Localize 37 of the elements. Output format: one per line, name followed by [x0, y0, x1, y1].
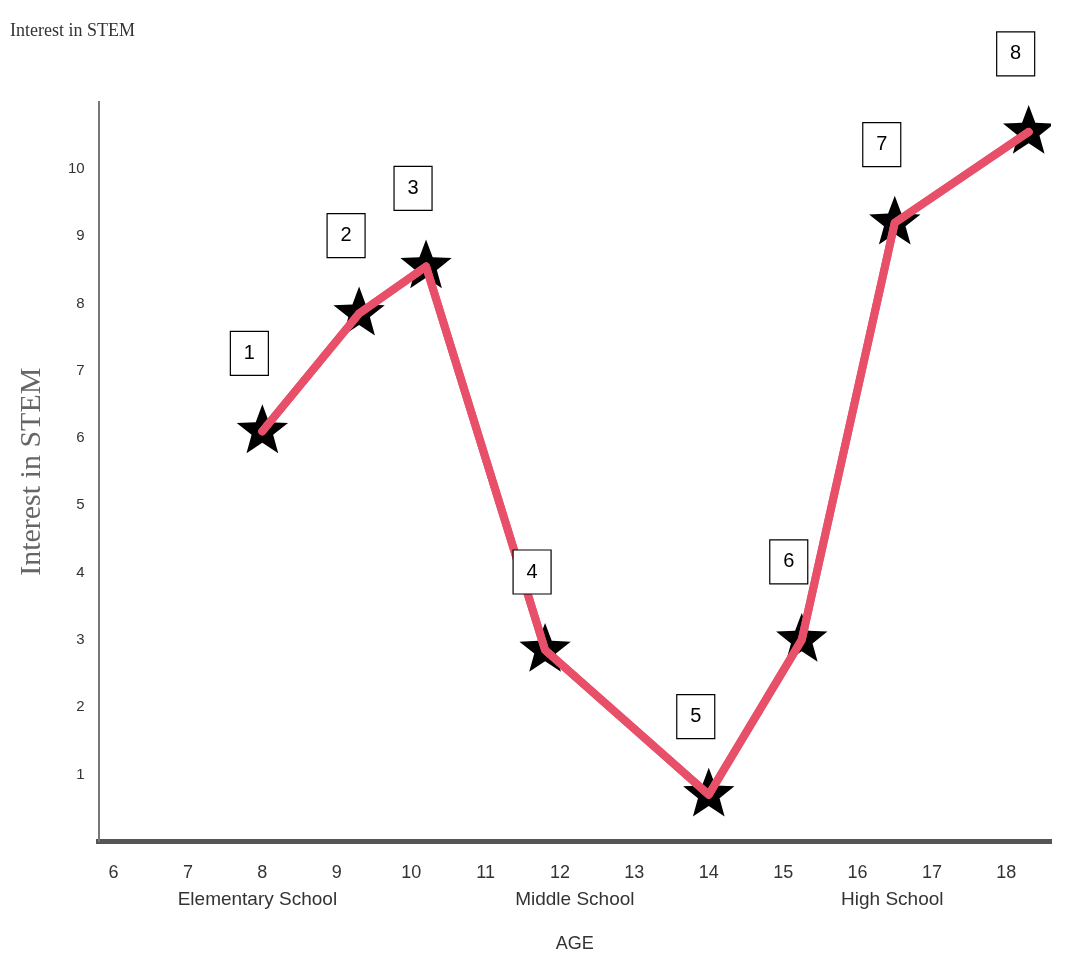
y-axis-title: Interest in STEM	[12, 367, 46, 576]
y-tick-label: 1	[76, 764, 85, 782]
x-tick-label: 18	[996, 861, 1017, 882]
x-tick-label: 10	[401, 861, 422, 882]
annotation: 7	[876, 132, 888, 155]
y-tick-label: 8	[76, 293, 85, 311]
x-tick-label: 11	[476, 861, 495, 882]
chart-title: Interest in STEM	[10, 19, 135, 40]
x-tick-label: 8	[257, 861, 268, 882]
x-tick-label: 13	[624, 861, 645, 882]
text: 8	[1010, 41, 1022, 64]
x-tick-label: 6	[108, 861, 119, 882]
annotation: 4	[526, 559, 538, 582]
x-tick-label: 9	[331, 861, 342, 882]
annotation: 3	[407, 175, 419, 198]
y-tick-label: 5	[76, 495, 85, 513]
x-tick-label: 15	[773, 861, 794, 882]
x-tick-label: 17	[921, 861, 942, 882]
x-tick-label: 12	[549, 861, 570, 882]
x-axis-title: AGE	[555, 933, 594, 954]
y-tick-label: 3	[76, 630, 85, 648]
y-tick-label: 10	[68, 159, 85, 177]
x-tick-label: 16	[847, 861, 868, 882]
text: Elementary School	[177, 887, 338, 909]
text: High School	[841, 887, 944, 909]
annotation: 6	[783, 549, 795, 572]
y-tick-label: 2	[76, 697, 85, 715]
y-tick-label: 7	[76, 360, 85, 378]
y-tick-label: 6	[76, 428, 85, 446]
x-tick-label: 14	[698, 861, 719, 882]
y-tick-label: 9	[76, 226, 85, 244]
x-tick-label: 7	[182, 861, 193, 882]
text: Middle School	[515, 887, 635, 909]
annotation: 2	[340, 223, 352, 246]
annotation: 1	[243, 340, 255, 363]
annotation: 5	[690, 704, 702, 727]
y-tick-label: 4	[76, 562, 85, 580]
